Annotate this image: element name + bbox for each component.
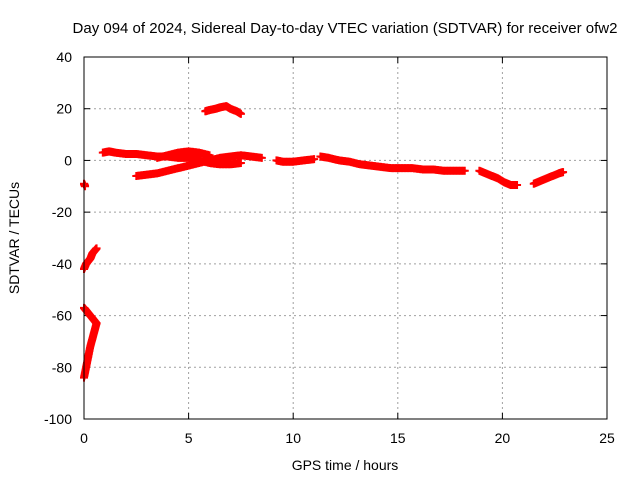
data-point (559, 168, 568, 177)
y-tick-label: 20 (56, 101, 72, 117)
x-tick-label: 20 (495, 430, 511, 446)
y-tick-label: -80 (52, 359, 72, 375)
data-point (205, 151, 214, 160)
data-point (310, 155, 319, 164)
x-tick-label: 25 (599, 430, 615, 446)
y-tick-label: 40 (56, 49, 72, 65)
data-points (80, 102, 568, 382)
data-point (513, 180, 522, 189)
data-point (81, 182, 90, 191)
x-axis-label: GPS time / hours (292, 457, 399, 473)
y-tick-label: -40 (52, 256, 72, 272)
y-tick-label: -20 (52, 204, 72, 220)
y-tick-label: 0 (64, 152, 72, 168)
chart-title: Day 094 of 2024, Sidereal Day-to-day VTE… (73, 20, 618, 37)
data-point (257, 153, 266, 162)
x-tick-label: 5 (185, 430, 193, 446)
y-axis-label: SDTVAR / TECUs (6, 182, 22, 294)
data-point (236, 109, 245, 118)
data-point (92, 244, 101, 253)
data-point (236, 159, 245, 168)
data-point (460, 166, 469, 175)
x-tick-label: 0 (80, 430, 88, 446)
x-tick-label: 15 (390, 430, 406, 446)
plot-frame (83, 56, 608, 420)
x-tick-label: 10 (285, 430, 301, 446)
data-point (92, 319, 101, 328)
axis-ticks: 0 5 10 15 20 25 -100 -80 -60 -40 -20 0 20 40 (44, 49, 615, 446)
y-tick-label: -60 (52, 308, 72, 324)
grid-lines (84, 57, 607, 419)
y-tick-label: -100 (44, 411, 72, 427)
